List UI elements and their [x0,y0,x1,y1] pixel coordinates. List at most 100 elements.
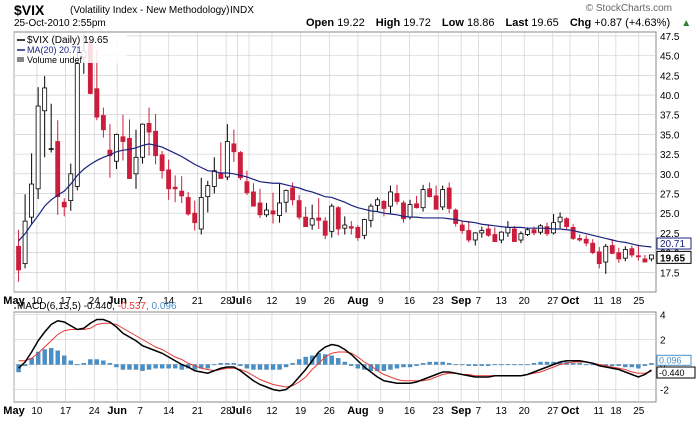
candle-body [427,188,433,198]
macd-hist-bar [16,364,21,373]
macd-x-tick-label: Aug [347,405,368,417]
macd-x-tick-label: 21 [192,406,204,417]
candle-body [211,170,217,187]
candle-body [414,203,419,209]
candle-body [538,225,543,233]
macd-hist-bar [94,359,100,365]
candle-body [564,218,570,228]
candle-body [479,230,485,234]
candle-body [381,200,387,209]
price-legend-box [15,33,127,63]
signal-line [18,322,652,388]
candle-body [485,228,491,236]
price-x-tick-label: 11 [593,296,604,307]
candle-body [629,248,635,256]
price-x-tick-label: 9 [378,296,384,307]
macd-hist-bar [88,359,93,365]
macd-hist-bar [329,355,334,365]
macd-x-tick-label: Oct [561,405,580,417]
macd-x-tick-label: 27 [547,406,559,417]
candle-body [407,204,413,218]
candle-body [374,199,380,206]
macd-hist-bar [447,363,452,365]
symbol-title: $VIX [14,2,45,18]
candle-body [557,216,563,223]
candle-body [342,224,348,229]
chart-header: $VIX (Volatility Index - New Methodology… [0,0,700,32]
candle-body [94,88,100,118]
macd-hist-bar [159,364,165,369]
price-x-tick-label: 14 [163,296,175,307]
candle-body [394,193,400,202]
macd-hist-bar [486,364,491,366]
candle-body [498,231,504,241]
candle-body [68,173,74,202]
candle-body [525,229,530,235]
candle-body [309,218,315,226]
macd-hist-bar [623,364,628,368]
macd-hist-bar [642,364,648,366]
open-label: Open [306,17,335,29]
macd-hist-bar [146,364,152,370]
close-last-box [656,250,692,264]
candle-body [453,209,459,224]
candle-body [609,245,615,254]
open-value: 19.22 [337,17,365,29]
candle-body [361,219,367,236]
macd-hist-bar [466,364,471,366]
candle-body [264,209,269,216]
macd-hist-bar [172,364,178,369]
macd-hist-bar [75,364,80,366]
candle-body [172,186,178,190]
macd-x-tick-label: 9 [378,406,384,417]
macd-hist-bar [238,364,243,366]
candle-body [551,222,556,234]
macd-hist-bar [610,364,615,366]
brand-watermark[interactable]: © StockCharts.com [585,3,672,14]
candle-body [42,87,48,112]
macd-hist-bar [518,364,524,366]
candle-body [290,187,296,201]
macd-hist-bar [140,364,145,371]
macd-hist-bar [225,363,230,365]
candle-body [511,228,517,242]
price-x-tick-label: 24 [89,296,101,307]
macd-hist-bar [388,364,393,370]
candle-body [29,183,35,218]
candle-body [596,251,602,265]
last-label: Last [505,17,529,29]
macd-hist-bar [218,363,223,365]
candle-body [603,245,609,263]
hist-last-label: 0.096 [659,355,682,365]
exchange-label: INDX [230,5,254,16]
price-x-tick-label: 16 [404,296,416,307]
ma20-line [18,143,652,248]
macd-hist-bar [342,361,347,365]
quote-date: 25-Oct-2010 2:55pm [14,18,106,29]
candle-body [446,187,452,209]
price-x-tick-label: 19 [295,296,307,307]
macd-hist-bar [492,364,498,366]
macd-x-tick-label: 16 [404,406,416,417]
macd-hist-bar [101,360,106,365]
candle-body [192,212,198,224]
macd-hist-bar [153,364,158,369]
macd-x-tick-label: Sep [451,405,471,417]
price-x-tick-label: Sep [451,295,471,307]
candle-body [270,210,276,215]
macd-hist-bar [544,361,550,365]
price-x-tick-label: May [3,295,25,307]
candle-body [61,201,67,208]
macd-hist-bar [22,364,28,366]
candle-body [303,216,309,228]
candle-body [133,156,139,175]
candle-body [159,154,165,172]
candle-body [616,252,622,260]
price-y-tick-label: 32.5 [660,150,680,161]
price-y-tick-label: 40.0 [660,91,680,102]
candle-body [244,181,250,194]
macd-hist-bar [303,356,308,365]
candle-body [466,230,472,241]
macd-hist-bar [433,361,439,365]
